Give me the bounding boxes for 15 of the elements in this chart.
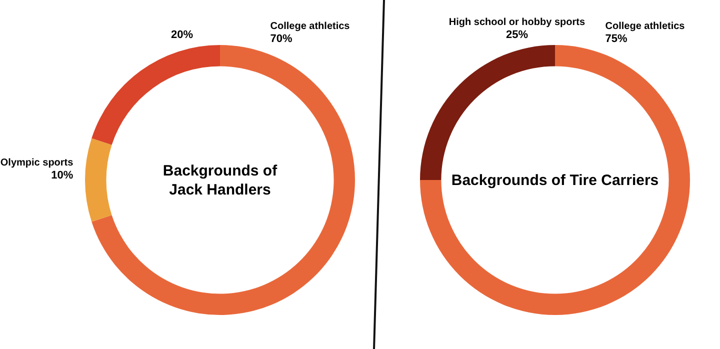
slice-label: High school or hobby sports	[448, 17, 586, 28]
data-label: 70%	[270, 32, 293, 45]
donut-slice	[85, 138, 112, 222]
slice-label: College athletics	[270, 20, 350, 32]
data-label: 20%	[170, 29, 194, 42]
donut-slice	[92, 45, 355, 315]
donut-slice	[420, 45, 690, 315]
slice-label: College athletics	[605, 20, 686, 32]
data-label: 75%	[605, 32, 628, 45]
donut-slice	[92, 45, 220, 145]
text: Backgrounds of Jack Handlers	[162, 162, 278, 198]
data-label: 25%	[506, 29, 528, 42]
data-label: 10%	[51, 169, 74, 182]
slice-label: Olympic sports	[0, 157, 74, 168]
text: Backgrounds of Tire Carriers	[451, 172, 659, 189]
